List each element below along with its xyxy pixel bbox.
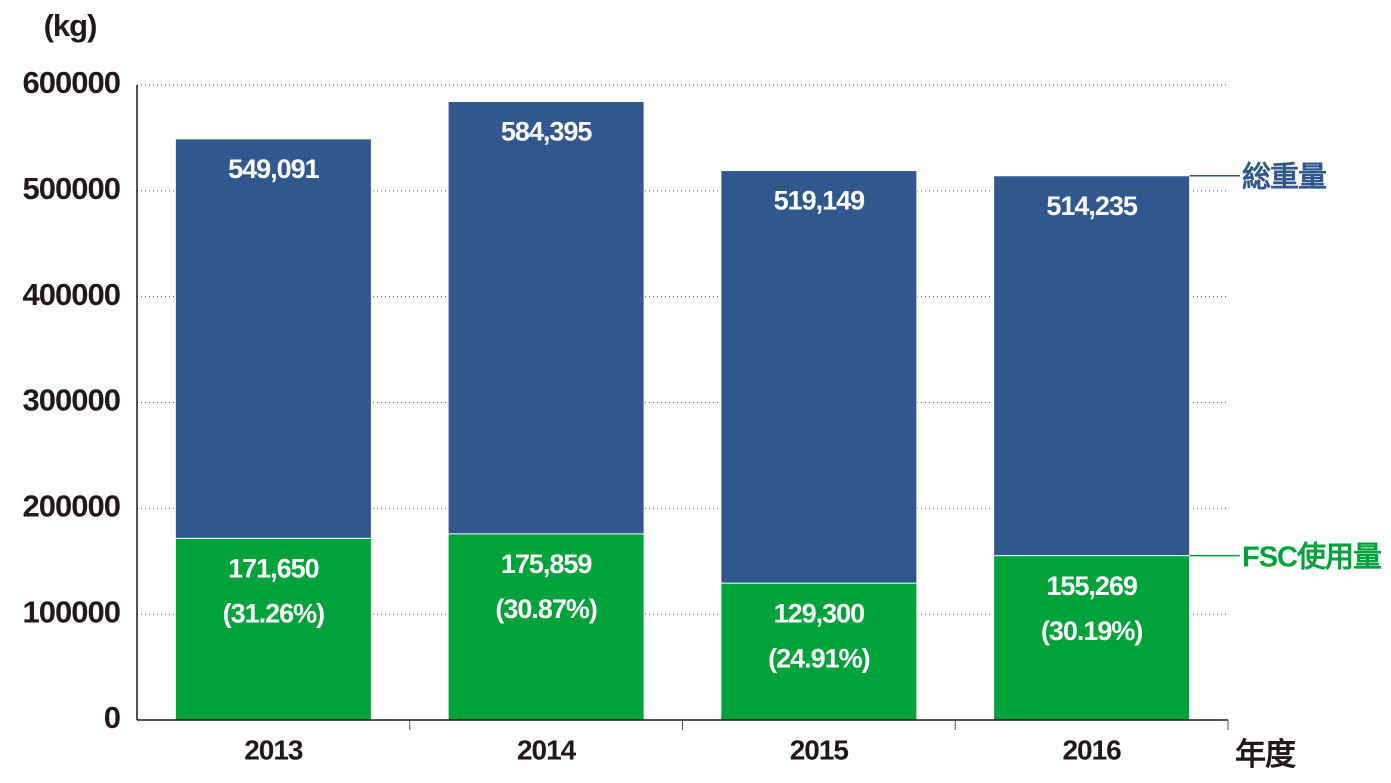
data-label: 549,091 [228, 154, 320, 184]
data-label: 129,300 [774, 598, 865, 628]
data-label: 155,269 [1046, 571, 1138, 601]
x-tick-label: 2016 [1062, 734, 1121, 765]
bar [174, 537, 372, 721]
unit-label: (kg) [44, 8, 97, 43]
bar [720, 582, 918, 721]
x-tick-label: 2013 [244, 734, 303, 765]
y-tick-label: 200000 [23, 489, 120, 524]
share-label: (30.87%) [495, 594, 597, 624]
y-tick-label: 100000 [23, 594, 120, 629]
y-tick-label: 400000 [23, 277, 120, 312]
y-tick-label: 300000 [23, 383, 120, 418]
share-label: (24.91%) [768, 643, 870, 673]
bar [447, 533, 645, 721]
x-tick-label: 2014 [517, 734, 577, 765]
data-label: 584,395 [501, 117, 593, 147]
x-tick-label: 2015 [790, 734, 849, 765]
data-label: 171,650 [228, 553, 319, 583]
legend-label: FSC使用量 [1242, 540, 1382, 573]
data-label: 175,859 [501, 549, 593, 579]
y-tick-label: 0 [104, 700, 120, 735]
data-label: 519,149 [774, 186, 866, 216]
x-axis-label: 年度 [1235, 737, 1296, 772]
share-label: (31.26%) [223, 598, 325, 628]
legend-label: 総重量 [1242, 160, 1327, 193]
y-tick-label: 500000 [23, 171, 120, 206]
y-tick-label: 600000 [23, 65, 120, 100]
share-label: (30.19%) [1041, 616, 1143, 646]
data-label: 514,235 [1046, 191, 1138, 221]
bar [993, 555, 1191, 721]
